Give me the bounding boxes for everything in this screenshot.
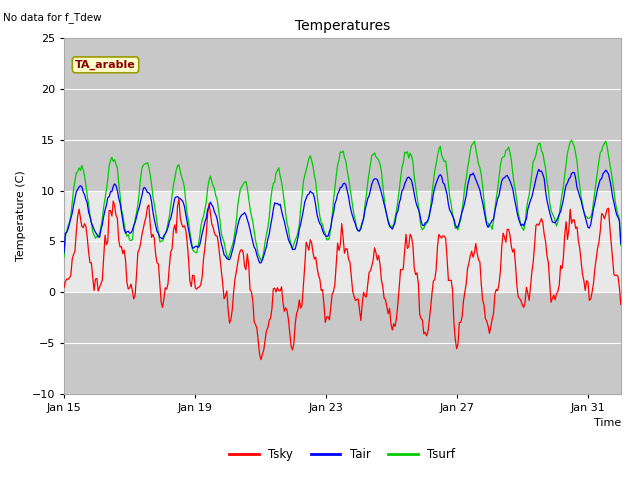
Tair [452,225,460,230]
Tair [227,253,235,259]
Tair [469,170,477,176]
Tsky [228,307,236,312]
Line: Tsurf: Tsurf [64,140,621,260]
Tsky [564,237,572,242]
Line: Tair: Tair [64,169,621,263]
Tsurf [469,141,477,146]
Tsurf [246,205,254,211]
Tsky [60,285,68,290]
Line: Tsky: Tsky [64,199,621,360]
Tsurf [452,225,460,230]
Tsurf [371,150,378,156]
Tsurf [568,137,575,143]
Text: No data for f_Tdew: No data for f_Tdew [3,12,102,23]
Tair [371,176,378,182]
Text: TA_arable: TA_arable [75,60,136,70]
Tsky [470,250,478,255]
Bar [64,292,621,394]
Tsky [372,250,380,255]
Bar [64,38,621,191]
Tsurf [257,257,265,263]
Tsky [617,302,625,308]
Tsurf [60,254,68,260]
Tsurf [227,247,235,253]
Tsurf [617,242,625,248]
Tair [564,180,572,186]
Legend: Tsky, Tair, Tsurf: Tsky, Tair, Tsurf [225,444,460,466]
Tair [617,241,625,247]
Tsky [175,196,183,202]
Tair [60,250,68,256]
Tsurf [562,162,570,168]
Tair [246,227,254,233]
Title: Temperatures: Temperatures [295,19,390,33]
Tsky [257,357,265,362]
Tsky [248,289,255,295]
Y-axis label: Temperature (C): Temperature (C) [16,170,26,262]
Tsky [454,341,462,347]
Tair [535,167,543,172]
Tair [256,260,264,266]
X-axis label: Time: Time [593,418,621,428]
